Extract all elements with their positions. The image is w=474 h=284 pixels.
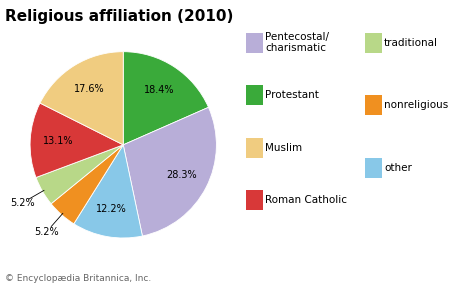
- Text: Muslim: Muslim: [265, 143, 302, 153]
- Wedge shape: [36, 145, 123, 204]
- Text: 18.4%: 18.4%: [144, 85, 174, 95]
- Wedge shape: [40, 52, 123, 145]
- Wedge shape: [123, 107, 217, 236]
- Text: other: other: [384, 162, 412, 173]
- Text: Roman Catholic: Roman Catholic: [265, 195, 347, 205]
- Text: nonreligious: nonreligious: [384, 100, 448, 110]
- Text: 17.6%: 17.6%: [73, 84, 104, 94]
- Wedge shape: [123, 52, 209, 145]
- Wedge shape: [74, 145, 142, 238]
- Text: © Encyclopædia Britannica, Inc.: © Encyclopædia Britannica, Inc.: [5, 273, 151, 283]
- Text: 5.2%: 5.2%: [10, 198, 35, 208]
- Wedge shape: [30, 103, 123, 178]
- Text: 12.2%: 12.2%: [96, 204, 127, 214]
- Text: 5.2%: 5.2%: [34, 227, 59, 237]
- Text: traditional: traditional: [384, 37, 438, 48]
- Text: 28.3%: 28.3%: [166, 170, 197, 179]
- Text: Pentecostal/
charismatic: Pentecostal/ charismatic: [265, 32, 329, 53]
- Text: Religious affiliation (2010): Religious affiliation (2010): [5, 9, 233, 24]
- Text: 13.1%: 13.1%: [43, 136, 73, 146]
- Text: Protestant: Protestant: [265, 90, 319, 100]
- Wedge shape: [51, 145, 123, 224]
